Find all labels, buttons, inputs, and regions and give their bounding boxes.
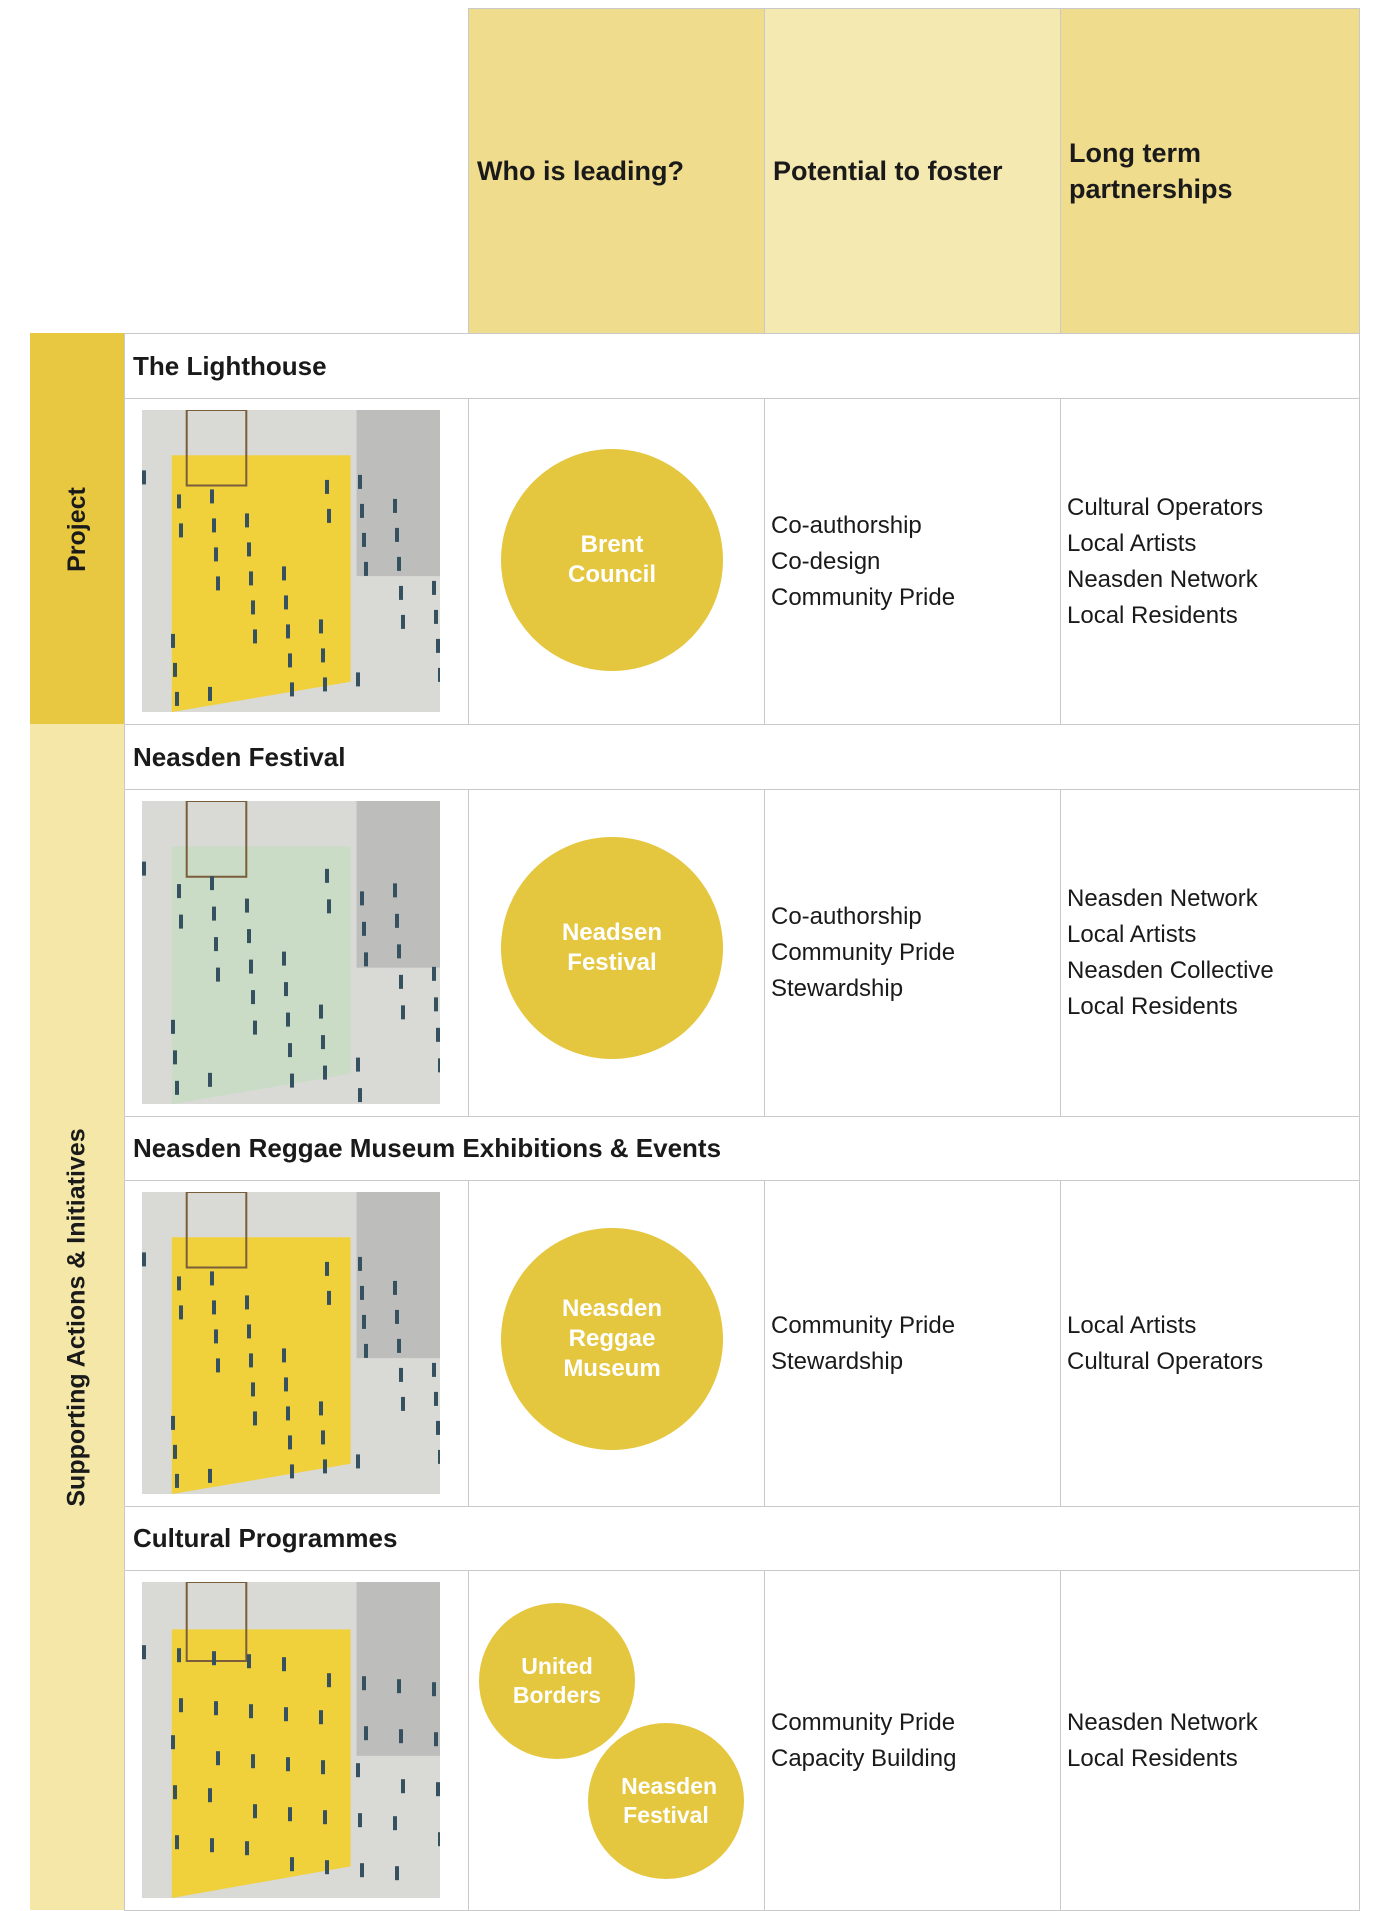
header-text: Who is leading? [477,155,684,186]
leader-text: Brent Council [567,531,656,588]
illustration [142,1192,440,1494]
partners-cell: Local Artists Cultural Operators [1060,1180,1360,1507]
foster-item: Stewardship [771,975,904,1002]
row-title-text: Cultural Programmes [133,1523,398,1553]
header-cell: Who is leading? [468,8,765,334]
leader-circle: Neasden Festival [588,1723,744,1879]
foster-cell: Community Pride Capacity Building [764,1570,1061,1911]
row-title: Neasden Festival [124,724,1360,790]
illustration-svg [142,1582,440,1898]
group-text: Project [62,486,91,572]
foster-cell: Co-authorship Co-design Community Pride [764,398,1061,725]
leader-circle: Neadsen Festival [501,837,723,1059]
illustration [142,1582,440,1898]
group-text: Supporting Actions & Initiatives [63,1127,92,1507]
foster-item: Co-authorship [771,903,922,930]
partners-cell: Neasden Network Local Artists Neasden Coll… [1060,789,1360,1117]
header-text: Long term partnerships [1069,137,1233,204]
illustration [142,410,440,712]
foster-cell: Community Pride Stewardship [764,1180,1061,1507]
illustration-svg [142,410,440,712]
illustration-svg [142,801,440,1104]
partners-item: Local Artists [1067,1311,1197,1339]
partners-item: Neasden Collective [1067,957,1274,984]
row-title-text: Neasden Festival [133,741,346,772]
row-title: Neasden Reggae Museum Exhibitions & Even… [124,1116,1360,1181]
partners-cell: Cultural Operators Local Artists Neasden N… [1060,398,1360,725]
partners-cell: Neasden Network Local Residents [1060,1570,1360,1911]
foster-item: Community Pride [771,939,956,966]
partners-item: Neasden Network [1067,565,1258,593]
leader-text: United Borders [512,1653,602,1708]
group-label: Supporting Actions & Initiatives [30,724,125,1910]
illustration [142,801,440,1104]
header-cell: Potential to foster [764,8,1061,334]
partners-item: Cultural Operators [1067,1347,1264,1375]
leader-text: Neasden Reggae Museum [561,1295,663,1382]
partners-item: Local Residents [1067,993,1238,1020]
leader-circle: United Borders [479,1603,635,1759]
partners-item: Local Artists [1067,921,1197,948]
leader-text: Neasden Festival [621,1773,718,1828]
foster-item: Co-design [771,547,881,575]
leader-text: Neadsen Festival [561,919,663,976]
foster-item: Community Pride [771,1311,956,1339]
leader-circle: Neasden Reggae Museum [501,1228,723,1450]
row-title: Cultural Programmes [124,1506,1360,1571]
header-text: Potential to foster [773,155,1003,186]
partners-item: Local Residents [1067,601,1238,629]
row-title: The Lighthouse [124,333,1360,399]
partners-item: Neasden Network [1067,885,1258,912]
partners-item: Local Residents [1067,1744,1238,1772]
partners-item: Neasden Network [1067,1708,1258,1736]
foster-item: Stewardship [771,1347,904,1375]
row-title-text: The Lighthouse [133,350,327,381]
header-cell: Long term partnerships [1060,8,1360,334]
foster-item: Capacity Building [771,1744,957,1772]
foster-item: Community Pride [771,1708,956,1736]
group-label: Project [30,333,125,725]
foster-item: Community Pride [771,583,956,611]
partners-item: Cultural Operators [1067,493,1264,521]
row-title-text: Neasden Reggae Museum Exhibitions & Even… [133,1133,722,1163]
foster-cell: Co-authorship Community Pride Stewardship [764,789,1061,1117]
illustration-svg [142,1192,440,1494]
leader-circle: Brent Council [501,449,723,671]
foster-item: Co-authorship [771,511,922,539]
partners-item: Local Artists [1067,529,1197,557]
